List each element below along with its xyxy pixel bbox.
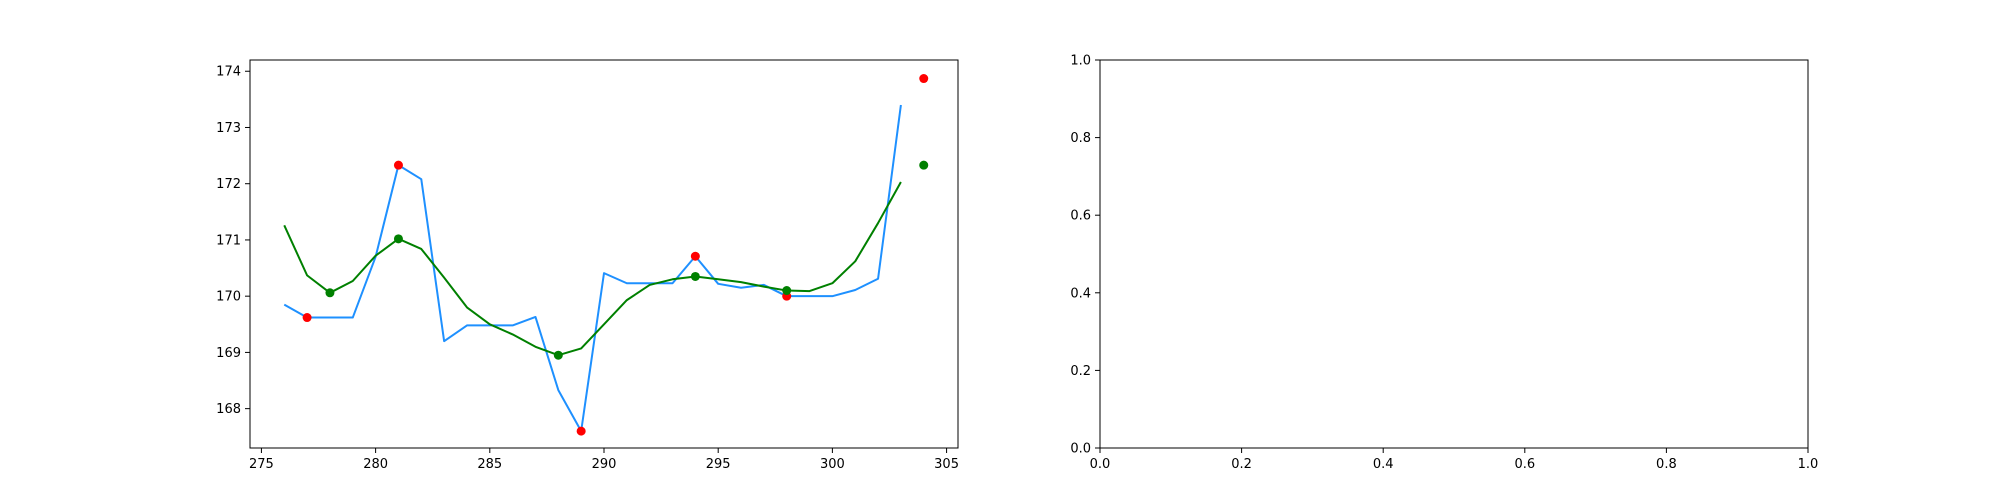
- x-tick-label: 280: [363, 457, 388, 472]
- scatter-point-3-4: [782, 286, 792, 296]
- scatter-point-2-2: [576, 426, 586, 436]
- y-tick-label: 170: [216, 290, 241, 305]
- x-tick-label: 0.2: [1231, 457, 1252, 472]
- scatter-point-3-2: [553, 350, 563, 360]
- x-tick-label: 295: [706, 457, 731, 472]
- y-tick-label: 173: [216, 121, 241, 136]
- x-tick-label: 290: [592, 457, 617, 472]
- x-tick-label: 1.0: [1798, 457, 1819, 472]
- scatter-point-2-1: [393, 160, 403, 170]
- y-tick-label: 169: [216, 346, 241, 361]
- x-tick-label: 285: [477, 457, 502, 472]
- y-tick-label: 0.4: [1070, 286, 1091, 301]
- x-tick-label: 305: [934, 457, 959, 472]
- series-line-0: [283, 104, 902, 433]
- scatter-point-3-1: [393, 234, 403, 244]
- y-tick-label: 0.2: [1070, 364, 1091, 379]
- y-tick-label: 0.0: [1070, 442, 1091, 457]
- x-tick-label: 300: [820, 457, 845, 472]
- scatter-point-3-0: [325, 288, 335, 298]
- scatter-point-3-5: [919, 160, 929, 170]
- scatter-point-3-3: [690, 271, 700, 281]
- y-tick-label: 174: [216, 65, 241, 80]
- scatter-point-2-5: [919, 74, 929, 84]
- y-tick-label: 171: [216, 233, 241, 248]
- y-tick-label: 1.0: [1070, 54, 1091, 69]
- x-tick-label: 0.6: [1514, 457, 1535, 472]
- y-tick-label: 0.8: [1070, 131, 1091, 146]
- series-line-1: [283, 181, 902, 357]
- y-tick-label: 168: [216, 402, 241, 417]
- x-tick-label: 275: [249, 457, 274, 472]
- x-tick-label: 0.0: [1090, 457, 1111, 472]
- x-tick-label: 0.4: [1373, 457, 1394, 472]
- right-plot-panel: 0.0 0.2 0.4 0.6 0.8 1.0 0.0 0.2 0.4 0.6 0.8 1.0: [1070, 54, 1818, 473]
- x-tick-label: 0.8: [1656, 457, 1677, 472]
- y-tick-label: 172: [216, 177, 241, 192]
- left-plot-panel: 275 280 285 290 295 300 305 168 169 170 171 172 173 1…: [216, 59, 959, 472]
- axes-frame: [1099, 59, 1809, 449]
- scatter-point-2-0: [302, 313, 312, 323]
- scatter-point-2-3: [690, 251, 700, 261]
- y-tick-label: 0.6: [1070, 209, 1091, 224]
